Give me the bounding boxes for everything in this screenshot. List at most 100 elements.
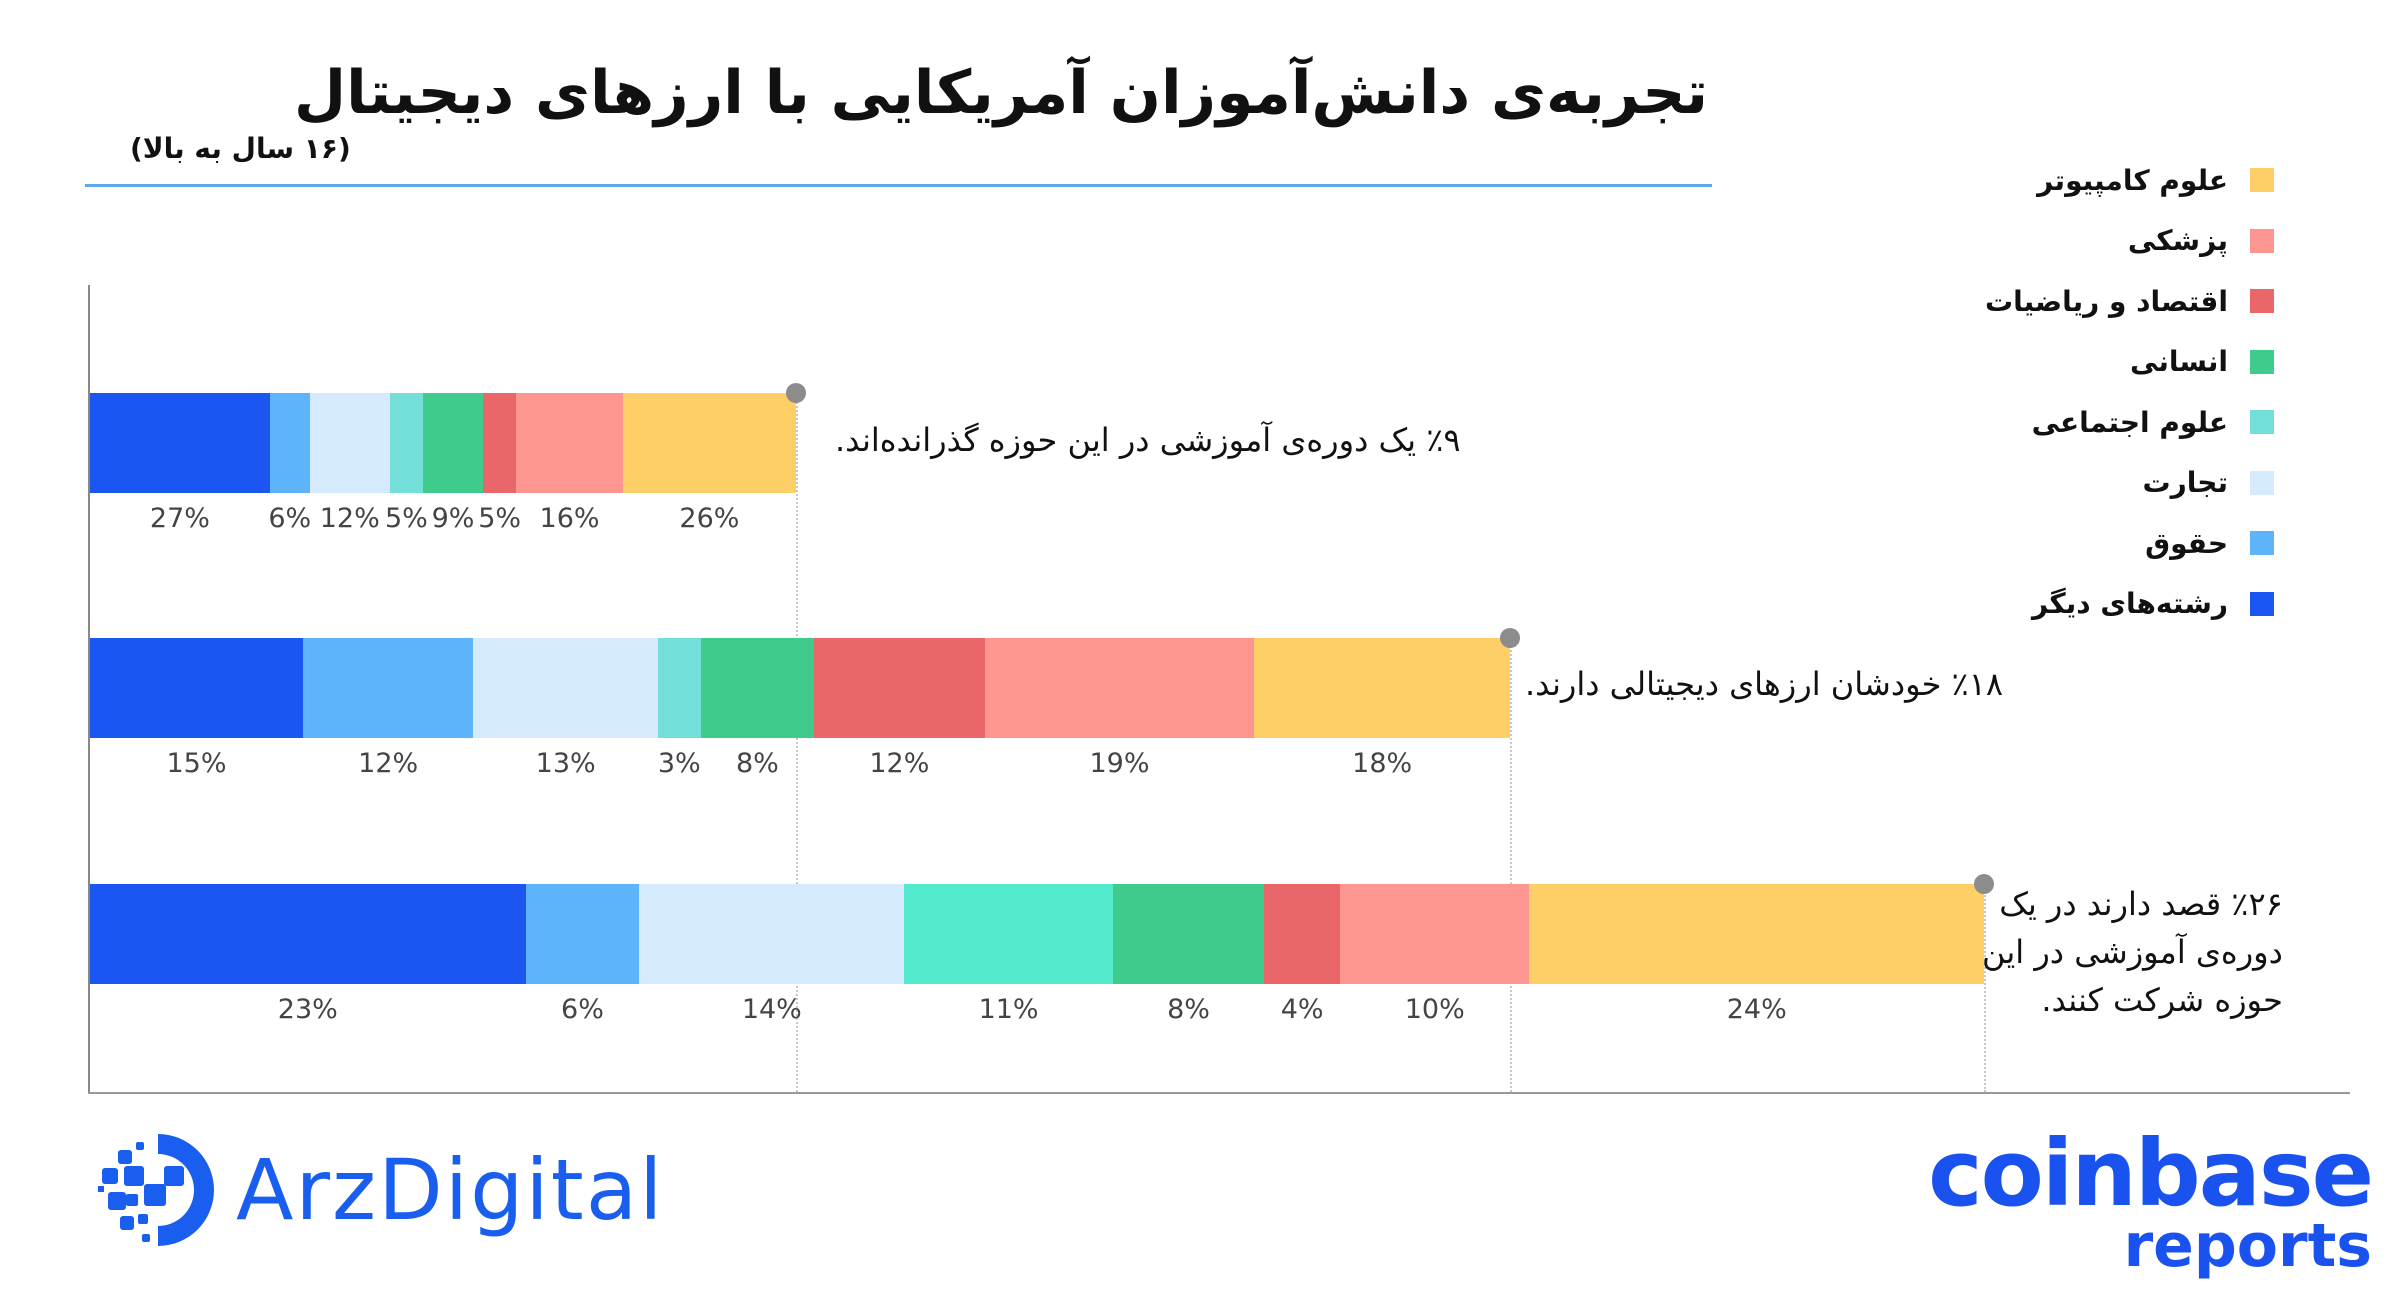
segment-value-label: 3%	[657, 748, 701, 779]
legend-label: انسانی	[2130, 345, 2228, 379]
annotation-line: دوره‌ی آموزشی در این	[1982, 933, 2283, 971]
y-axis-line	[88, 285, 90, 1093]
legend-label: علوم کامپیوتر	[2037, 163, 2228, 197]
legend-item: علوم اجتماعی	[1894, 392, 2274, 453]
bar-segment-medicine	[1339, 884, 1530, 984]
bar-segment-medicine	[516, 393, 623, 493]
segment-value-label: 5%	[478, 503, 522, 534]
legend: علوم کامپیوتر پزشکی اقتصاد و ریاضیات انسانی…	[1894, 150, 2274, 634]
stacked-bar	[90, 884, 1984, 984]
segment-value-label: 4%	[1280, 994, 1324, 1025]
bar-end-marker-icon	[786, 383, 806, 403]
segment-value-label: 26%	[679, 503, 740, 534]
coinbase-reports-logo: coinbase reports	[1928, 1120, 2374, 1281]
bar-segment-econ_math	[482, 393, 517, 493]
segment-value-label: 9%	[431, 503, 475, 534]
bar-segment-econ_math	[814, 638, 985, 738]
bar-segment-business	[639, 884, 905, 984]
bar-segment-other	[90, 884, 526, 984]
legend-label: رشته‌های دیگر	[2032, 587, 2228, 621]
bar-segment-humanities	[700, 638, 815, 738]
legend-item: علوم کامپیوتر	[1894, 150, 2274, 211]
legend-item: حقوق	[1894, 513, 2274, 574]
legend-swatch-icon	[2250, 591, 2274, 616]
segment-value-label: 12%	[358, 748, 419, 779]
stacked-bar	[90, 393, 796, 493]
segment-value-label: 18%	[1352, 748, 1413, 779]
segment-value-label: 10%	[1404, 994, 1465, 1025]
bar-end-marker-icon	[1500, 628, 1520, 648]
legend-label: تجارت	[2142, 466, 2228, 500]
bar-segment-social	[389, 393, 423, 493]
bar-end-marker-icon	[1974, 874, 1994, 894]
annotation-line: ٪۱۸ خودشان ارزهای دیجیتالی دارند.	[1525, 665, 2004, 703]
segment-value-label: 11%	[978, 994, 1039, 1025]
stacked-bar	[90, 638, 1510, 738]
segment-value-label: 13%	[535, 748, 596, 779]
segment-value-label: 19%	[1089, 748, 1150, 779]
reports-logo-text: reports	[2123, 1211, 2372, 1281]
bar-segment-law	[303, 638, 474, 738]
legend-swatch-icon	[2250, 228, 2274, 253]
segment-value-label: 16%	[539, 503, 600, 534]
bar-segment-other	[90, 393, 270, 493]
legend-label: پزشکی	[2127, 224, 2228, 258]
legend-item: تجارت	[1894, 453, 2274, 514]
x-axis-line	[88, 1092, 2350, 1094]
bar-segment-medicine	[984, 638, 1255, 738]
segment-value-label: 8%	[735, 748, 779, 779]
segment-value-label: 6%	[268, 503, 312, 534]
segment-value-label: 8%	[1167, 994, 1210, 1025]
arzdigital-logo-icon	[98, 1134, 214, 1246]
legend-item: پزشکی	[1894, 211, 2274, 272]
annotation-line: ٪۲۶ قصد دارند در یک	[1999, 885, 2283, 923]
bar-segment-business	[473, 638, 658, 738]
segment-value-label: 23%	[277, 994, 338, 1025]
bar-segment-econ_math	[1264, 884, 1340, 984]
bar-annotation: ٪۲۶ قصد دارند در یک دوره‌ی آموزشی در این ح…	[1982, 880, 2283, 1024]
legend-item: انسانی	[1894, 332, 2274, 393]
legend-label: حقوق	[2145, 526, 2228, 560]
legend-swatch-icon	[2250, 470, 2274, 495]
segment-value-label: 27%	[149, 503, 210, 534]
legend-swatch-icon	[2250, 289, 2274, 314]
bar-segment-business	[309, 393, 390, 493]
legend-label: اقتصاد و ریاضیات	[1984, 284, 2228, 318]
segment-value-label: 12%	[319, 503, 380, 534]
legend-item: اقتصاد و ریاضیات	[1894, 271, 2274, 332]
segment-value-label: 15%	[166, 748, 227, 779]
bar-segment-computer	[1254, 638, 1510, 738]
bar-segment-law	[269, 393, 310, 493]
segment-value-label: 24%	[1726, 994, 1787, 1025]
bar-annotation: ٪۱۸ خودشان ارزهای دیجیتالی دارند.	[1525, 660, 2003, 708]
chart-title: تجربه‌ی دانش‌آموزان آمریکایی با ارزهای د…	[294, 58, 1708, 128]
bar-segment-law	[525, 884, 640, 984]
annotation-line: ٪۹ یک دوره‌ی آموزشی در این حوزه گذرانده‌…	[835, 421, 1461, 459]
legend-swatch-icon	[2250, 410, 2274, 435]
segment-value-label: 5%	[384, 503, 428, 534]
bar-end-guide-line	[796, 393, 798, 1092]
segment-value-label: 12%	[869, 748, 930, 779]
legend-label: علوم اجتماعی	[2031, 405, 2228, 439]
segment-value-label: 14%	[741, 994, 802, 1025]
bar-segment-social	[904, 884, 1113, 984]
bar-segment-social	[657, 638, 701, 738]
legend-swatch-icon	[2250, 349, 2274, 374]
arzdigital-logo: ArzDigital	[98, 1130, 665, 1250]
legend-swatch-icon	[2250, 168, 2274, 193]
segment-value-label: 6%	[561, 994, 604, 1025]
chart-subtitle: (۱۶ سال به بالا)	[130, 132, 351, 165]
coinbase-logo-text: coinbase	[1928, 1120, 2374, 1227]
bar-end-guide-line	[1984, 884, 1986, 1092]
annotation-line: حوزه شرکت کنند.	[2041, 981, 2283, 1019]
legend-item: رشته‌های دیگر	[1894, 574, 2274, 635]
legend-swatch-icon	[2250, 531, 2274, 556]
bar-segment-computer	[622, 393, 796, 493]
bar-end-guide-line	[1510, 638, 1512, 1092]
arzdigital-logo-text: ArzDigital	[236, 1141, 665, 1239]
title-divider	[85, 184, 1712, 187]
bar-segment-other	[90, 638, 303, 738]
bar-segment-humanities	[1112, 884, 1265, 984]
bar-segment-humanities	[423, 393, 483, 493]
bar-annotation: ٪۹ یک دوره‌ی آموزشی در این حوزه گذرانده‌…	[835, 416, 1461, 464]
